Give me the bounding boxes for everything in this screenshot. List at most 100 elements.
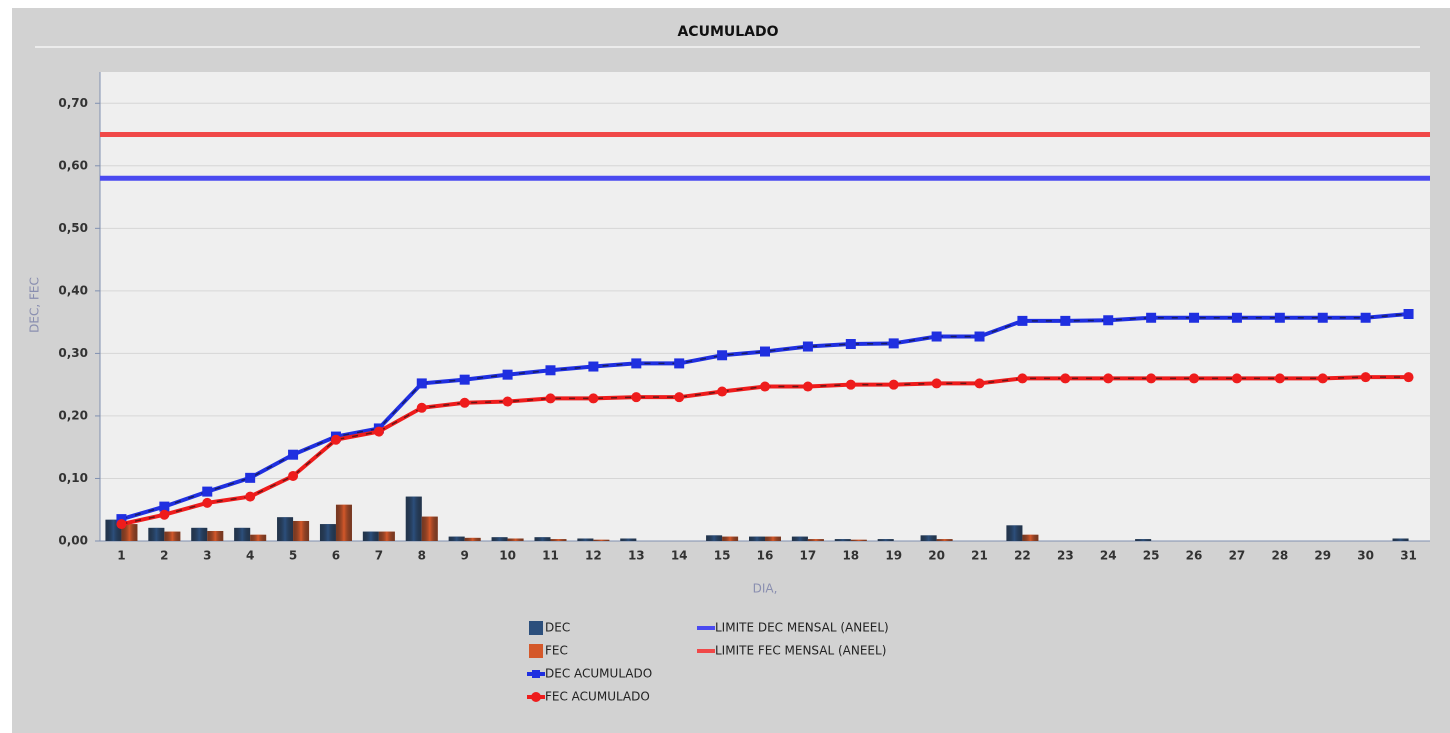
legend-marker [532, 670, 540, 678]
marker [931, 378, 942, 389]
bar-shade [335, 504, 352, 541]
marker [116, 514, 127, 525]
marker [1360, 312, 1371, 323]
bar-shade [405, 496, 422, 541]
legend-swatch [529, 621, 543, 635]
marker [1317, 312, 1328, 323]
marker [1146, 373, 1157, 384]
bar-shade [749, 536, 765, 541]
y-tick-label: 0,60 [58, 158, 88, 172]
marker [845, 339, 856, 350]
x-tick-label: 29 [1314, 549, 1331, 563]
bar-shade [250, 534, 267, 541]
bar-shade [722, 536, 739, 541]
legend-label: FEC [545, 644, 568, 658]
bar-shade [277, 517, 294, 541]
legend-swatch [529, 644, 543, 658]
bar-shade [1392, 538, 1409, 541]
x-tick-label: 27 [1229, 549, 1246, 563]
bar-shade [378, 531, 395, 541]
marker [245, 472, 256, 483]
bar-shade [765, 536, 781, 541]
marker [631, 392, 642, 403]
bar-shade [706, 535, 723, 541]
plot-area [100, 72, 1430, 541]
marker [502, 369, 513, 380]
marker [1189, 312, 1200, 323]
bar-shade [550, 539, 567, 541]
bar-shade [534, 537, 551, 541]
marker [116, 519, 127, 530]
marker [588, 361, 599, 372]
bar-shade [1006, 525, 1023, 541]
x-tick-label: 1 [117, 549, 125, 563]
legend-label: FEC ACUMULADO [545, 690, 650, 704]
bar-shade [936, 539, 953, 541]
marker [717, 350, 728, 361]
x-tick-label: 21 [971, 549, 988, 563]
y-tick-label: 0,30 [58, 346, 88, 360]
bar-shade [293, 520, 310, 541]
marker [459, 374, 470, 385]
y-tick-label: 0,00 [58, 534, 88, 548]
y-tick-label: 0,70 [58, 96, 88, 110]
marker [802, 381, 813, 392]
marker [717, 386, 728, 397]
marker [1060, 373, 1071, 384]
marker [1017, 315, 1028, 326]
marker [802, 341, 813, 352]
marker [845, 379, 856, 390]
marker [1403, 372, 1414, 383]
bar-shade [319, 524, 336, 541]
y-tick-label: 0,50 [58, 221, 88, 235]
marker [1403, 309, 1414, 320]
bar-shade [491, 537, 508, 541]
marker [1060, 315, 1071, 326]
bar-shade [148, 527, 165, 541]
chart-title: ACUMULADO [677, 24, 778, 40]
marker [1274, 373, 1285, 384]
marker [888, 379, 899, 390]
marker [888, 338, 899, 349]
legend-label: DEC [545, 621, 570, 635]
x-tick-label: 17 [800, 549, 817, 563]
bar-shade [362, 531, 379, 541]
marker [1317, 373, 1328, 384]
x-tick-label: 8 [418, 549, 426, 563]
bar-shade [121, 524, 138, 541]
legend-label: LIMITE FEC MENSAL (ANEEL) [715, 644, 886, 658]
bar-shade [448, 536, 465, 541]
x-tick-label: 23 [1057, 549, 1074, 563]
bar-shade [191, 527, 208, 541]
marker [974, 378, 985, 389]
bar-shade [464, 537, 481, 541]
bar-shade [421, 516, 438, 541]
x-tick-label: 26 [1186, 549, 1203, 563]
marker [1103, 373, 1114, 384]
bar-shade [791, 536, 808, 541]
marker [1274, 312, 1285, 323]
x-tick-label: 19 [885, 549, 902, 563]
bar-shade [507, 538, 524, 541]
bar-shade [164, 531, 181, 541]
x-tick-label: 9 [460, 549, 468, 563]
marker [288, 470, 299, 481]
x-tick-label: 11 [542, 549, 559, 563]
marker [1231, 312, 1242, 323]
legend-marker [531, 692, 541, 702]
marker [674, 392, 685, 403]
x-tick-label: 30 [1357, 549, 1374, 563]
marker [159, 501, 170, 512]
x-tick-label: 12 [585, 549, 602, 563]
bar-shade [593, 539, 610, 541]
x-axis-title: DIA, [753, 582, 778, 596]
marker [1360, 372, 1371, 383]
x-tick-label: 6 [332, 549, 340, 563]
y-tick-label: 0,10 [58, 471, 88, 485]
x-tick-label: 20 [928, 549, 945, 563]
marker [288, 449, 299, 460]
legend-label: DEC ACUMULADO [545, 667, 652, 681]
bar-shade [807, 539, 824, 541]
